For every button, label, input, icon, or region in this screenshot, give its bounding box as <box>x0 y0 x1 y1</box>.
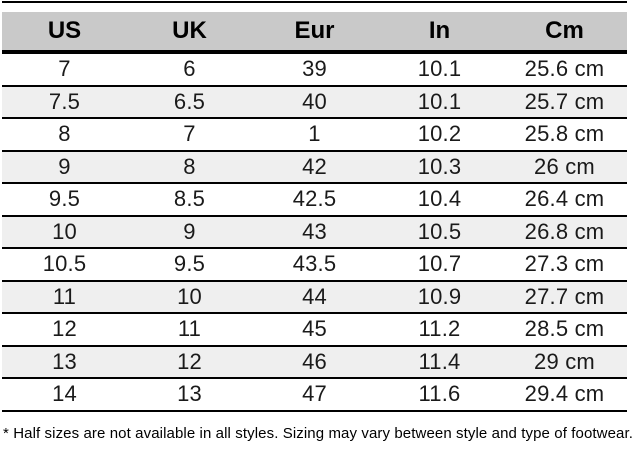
footnote: * Half sizes are not available in all st… <box>3 424 634 442</box>
table-cell: 10.1 <box>377 52 502 87</box>
table-row: 9 8 42 10.3 26 cm <box>2 150 627 184</box>
table-body: 7 6 39 10.1 25.6 cm 7.5 6.5 40 10.1 25.7 cm 8 7 1 10.… <box>2 52 627 412</box>
table-cell: 7 <box>127 118 252 152</box>
table-cell: 10.4 <box>377 183 502 217</box>
table-row: 7.5 6.5 40 10.1 25.7 cm <box>2 85 627 119</box>
table-cell: 10.9 <box>377 280 502 314</box>
table-cell: 10.1 <box>377 85 502 119</box>
table-cell: 10 <box>127 280 252 314</box>
table-cell: 7.5 <box>2 85 127 119</box>
header-cell-in: In <box>377 12 502 54</box>
table-row: 10.5 9.5 43.5 10.7 27.3 cm <box>2 248 627 282</box>
table-cell: 26.8 cm <box>502 215 627 249</box>
table-cell: 43 <box>252 215 377 249</box>
table-cell: 9 <box>2 150 127 184</box>
table-cell: 10.7 <box>377 248 502 282</box>
table-cell: 9 <box>127 215 252 249</box>
table-cell: 42 <box>252 150 377 184</box>
table-cell: 45 <box>252 313 377 347</box>
size-table-container: US UK Eur In Cm 7 6 39 10.1 25.6 cm 7.5 6.5 40 10.1 2… <box>2 1 627 412</box>
table-cell: 43.5 <box>252 248 377 282</box>
table-top-border <box>2 1 627 3</box>
table-cell: 8.5 <box>127 183 252 217</box>
table-cell: 1 <box>252 118 377 152</box>
table-cell: 25.6 cm <box>502 52 627 87</box>
table-cell: 11.2 <box>377 313 502 347</box>
table-cell: 40 <box>252 85 377 119</box>
table-cell: 7 <box>2 52 127 87</box>
table-cell: 10.2 <box>377 118 502 152</box>
table-row: 11 10 44 10.9 27.7 cm <box>2 280 627 314</box>
table-cell: 8 <box>127 150 252 184</box>
table-row: 13 12 46 11.4 29 cm <box>2 345 627 379</box>
table-row: 10 9 43 10.5 26.8 cm <box>2 215 627 249</box>
header-cell-uk: UK <box>127 12 252 54</box>
table-cell: 42.5 <box>252 183 377 217</box>
header-row: US UK Eur In Cm <box>2 12 627 54</box>
table-cell: 10.3 <box>377 150 502 184</box>
table-cell: 9.5 <box>2 183 127 217</box>
table-cell: 11 <box>2 280 127 314</box>
table-cell: 11.6 <box>377 378 502 412</box>
table-cell: 25.8 cm <box>502 118 627 152</box>
table-cell: 29.4 cm <box>502 378 627 412</box>
table-cell: 39 <box>252 52 377 87</box>
table-row: 9.5 8.5 42.5 10.4 26.4 cm <box>2 183 627 217</box>
table-cell: 12 <box>127 345 252 379</box>
table-cell: 12 <box>2 313 127 347</box>
table-cell: 26 cm <box>502 150 627 184</box>
table-cell: 13 <box>127 378 252 412</box>
table-row: 8 7 1 10.2 25.8 cm <box>2 118 627 152</box>
table-cell: 26.4 cm <box>502 183 627 217</box>
table-cell: 13 <box>2 345 127 379</box>
header-cell-cm: Cm <box>502 12 627 54</box>
header-cell-eur: Eur <box>252 12 377 54</box>
size-conversion-table: US UK Eur In Cm 7 6 39 10.1 25.6 cm 7.5 6.5 40 10.1 2… <box>2 12 627 412</box>
table-cell: 25.7 cm <box>502 85 627 119</box>
table-cell: 11 <box>127 313 252 347</box>
header-cell-us: US <box>2 12 127 54</box>
table-cell: 10 <box>2 215 127 249</box>
table-cell: 11.4 <box>377 345 502 379</box>
table-cell: 6 <box>127 52 252 87</box>
table-cell: 27.7 cm <box>502 280 627 314</box>
table-cell: 10.5 <box>377 215 502 249</box>
table-cell: 8 <box>2 118 127 152</box>
table-cell: 28.5 cm <box>502 313 627 347</box>
table-row: 7 6 39 10.1 25.6 cm <box>2 52 627 87</box>
table-cell: 10.5 <box>2 248 127 282</box>
table-cell: 14 <box>2 378 127 412</box>
table-cell: 44 <box>252 280 377 314</box>
table-cell: 46 <box>252 345 377 379</box>
table-cell: 9.5 <box>127 248 252 282</box>
table-cell: 27.3 cm <box>502 248 627 282</box>
table-cell: 29 cm <box>502 345 627 379</box>
table-row: 12 11 45 11.2 28.5 cm <box>2 313 627 347</box>
table-cell: 6.5 <box>127 85 252 119</box>
table-cell: 47 <box>252 378 377 412</box>
table-header: US UK Eur In Cm <box>2 12 627 54</box>
table-row: 14 13 47 11.6 29.4 cm <box>2 378 627 412</box>
